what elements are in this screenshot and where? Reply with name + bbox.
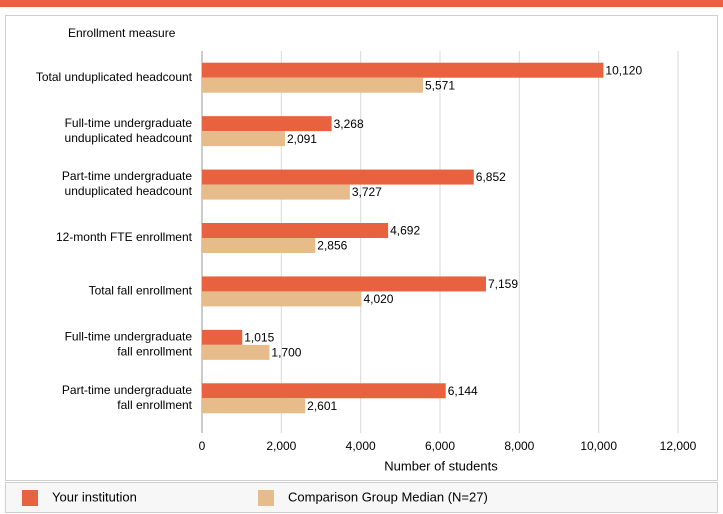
y-axis-title: Enrollment measure <box>68 26 176 40</box>
data-label: 5,571 <box>425 78 455 92</box>
y-tick-label: Total fall enrollment <box>89 284 193 298</box>
data-label: 1,015 <box>244 331 274 345</box>
data-label: 2,856 <box>317 239 347 253</box>
bar <box>202 184 350 200</box>
bar <box>202 131 285 147</box>
x-tick-label: 0 <box>199 439 206 453</box>
bar <box>202 329 243 345</box>
data-label: 6,852 <box>476 170 506 184</box>
data-label: 2,091 <box>287 132 317 146</box>
y-tick-label: Part-time undergraduate <box>62 383 192 397</box>
data-label: 3,727 <box>352 185 382 199</box>
y-tick-label: Full-time undergraduate <box>65 330 193 344</box>
y-tick-label: Full-time undergraduate <box>65 116 193 130</box>
x-axis-title: Number of students <box>384 458 498 473</box>
data-label: 4,020 <box>363 292 393 306</box>
bar <box>202 77 423 93</box>
legend-label: Comparison Group Median (N=27) <box>288 489 488 504</box>
x-tick-label: 8,000 <box>504 439 534 453</box>
legend-panel <box>5 482 718 513</box>
y-tick-label: Total unduplicated headcount <box>36 70 193 84</box>
bar <box>202 169 474 185</box>
data-label: 3,268 <box>334 117 364 131</box>
data-label: 7,159 <box>488 277 518 291</box>
data-label: 1,700 <box>271 346 301 360</box>
y-tick-label: fall enrollment <box>117 398 192 412</box>
y-tick-label: unduplicated headcount <box>65 184 193 198</box>
data-label: 4,692 <box>390 224 420 238</box>
x-tick-label: 12,000 <box>660 439 697 453</box>
legend-swatch <box>258 490 274 506</box>
x-tick-label: 6,000 <box>425 439 455 453</box>
y-tick-label: 12-month FTE enrollment <box>56 230 193 244</box>
legend-swatch <box>22 490 38 506</box>
y-tick-label: unduplicated headcount <box>65 131 193 145</box>
bar <box>202 383 446 399</box>
bar <box>202 238 316 253</box>
top-stripe <box>0 0 723 7</box>
data-label: 6,144 <box>448 384 478 398</box>
y-tick-label: fall enrollment <box>117 345 192 359</box>
x-tick-label: 2,000 <box>266 439 296 453</box>
bar <box>202 276 486 292</box>
bar <box>202 398 306 414</box>
bar <box>202 223 389 238</box>
bar <box>202 291 362 307</box>
bar <box>202 62 604 78</box>
y-tick-label: Part-time undergraduate <box>62 169 192 183</box>
legend-label: Your institution <box>52 489 137 504</box>
x-tick-label: 10,000 <box>580 439 617 453</box>
data-label: 10,120 <box>605 63 642 77</box>
bar <box>202 344 270 360</box>
data-label: 2,601 <box>307 399 337 413</box>
bar <box>202 116 332 132</box>
x-tick-label: 4,000 <box>346 439 376 453</box>
